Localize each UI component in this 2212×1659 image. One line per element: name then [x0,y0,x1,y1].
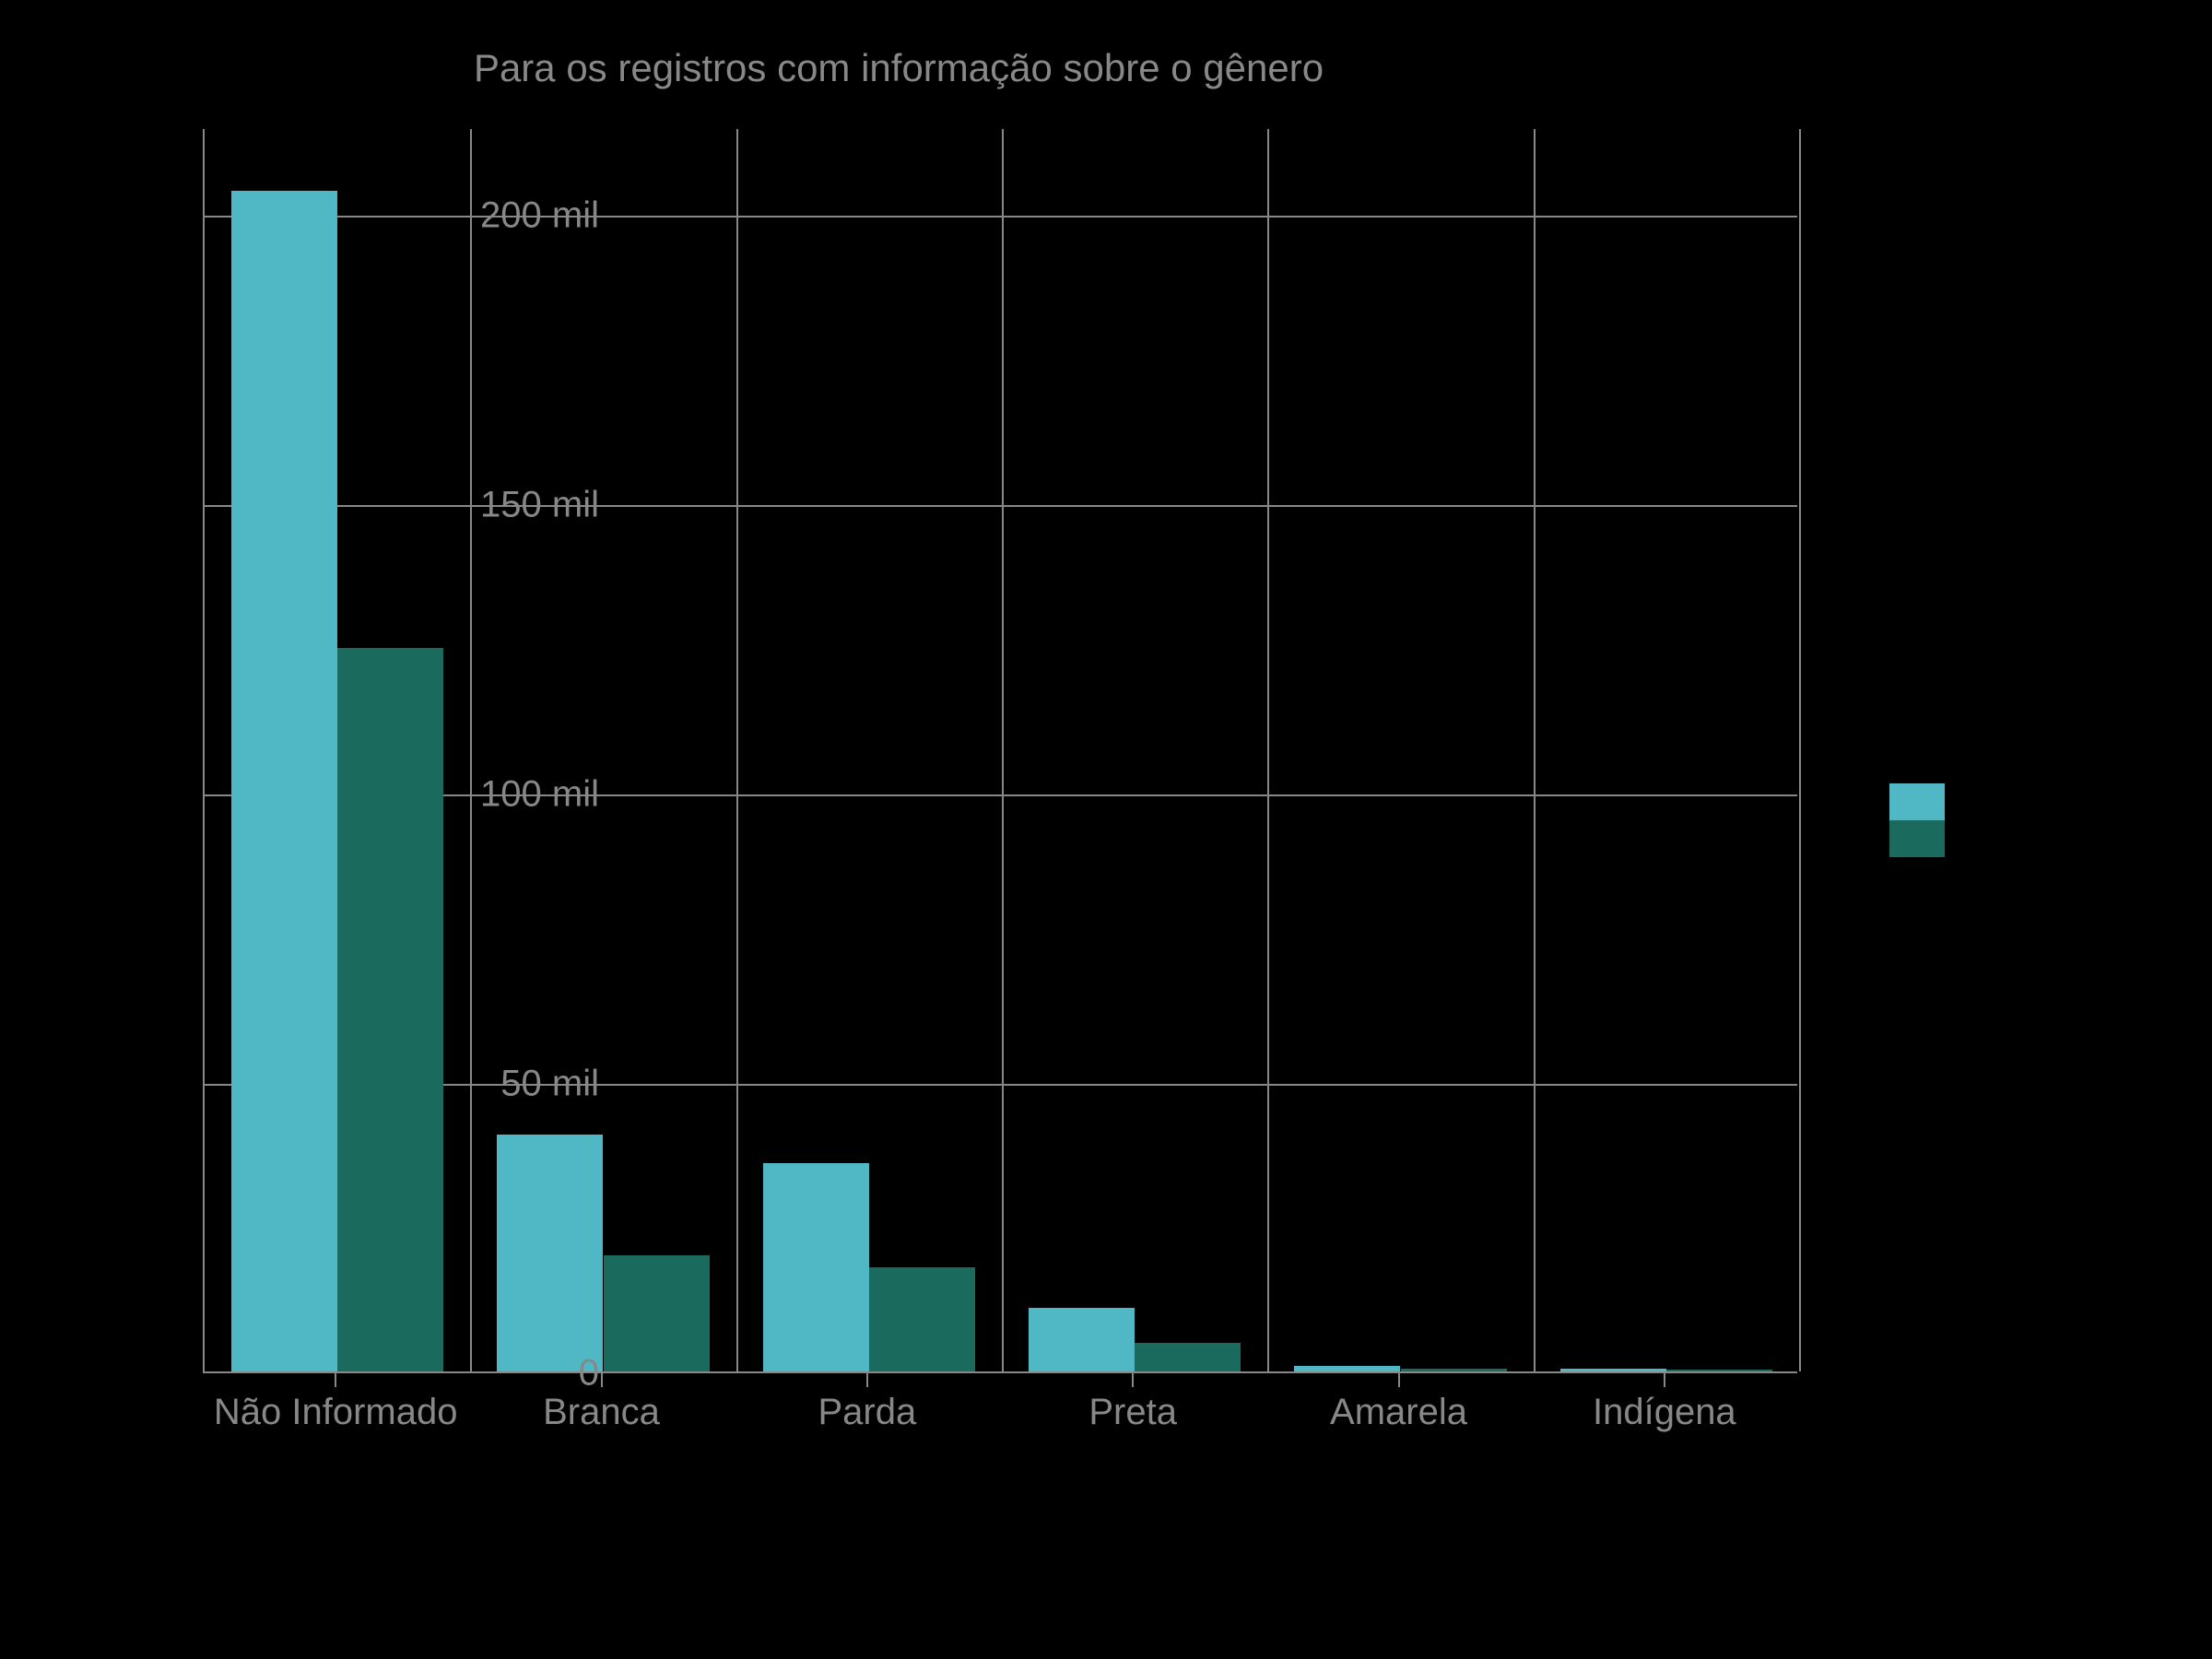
grid-line-vertical [1267,129,1269,1371]
bar [869,1267,975,1371]
grid-line-vertical [1002,129,1004,1371]
x-axis-tick-mark [1664,1373,1665,1387]
bar [497,1135,603,1371]
bar [337,648,443,1371]
x-axis-tick-mark [1132,1373,1134,1387]
bar [1294,1366,1400,1371]
x-axis-tick-label: Não Informado [214,1392,458,1433]
grid-line-horizontal [205,505,1797,507]
legend [1889,783,1945,857]
grid-line-vertical [1534,129,1535,1371]
legend-swatch [1889,820,1945,857]
grid-line-horizontal [205,216,1797,218]
bar [1401,1369,1507,1371]
x-axis-tick-label: Preta [1088,1392,1177,1433]
x-axis-tick-mark [1398,1373,1400,1387]
x-axis-tick-label: Indígena [1593,1392,1736,1433]
chart-container: Para os registros com informação sobre o… [0,0,2212,1659]
y-axis-tick-label: 150 mil [480,485,599,526]
y-axis-tick-label: 50 mil [500,1064,599,1105]
y-axis-tick-label: 100 mil [480,774,599,816]
x-axis-tick-mark [601,1373,603,1387]
bar [604,1255,710,1371]
x-axis-tick-mark [335,1373,336,1387]
bar [1135,1343,1241,1371]
legend-swatch [1889,783,1945,820]
bar [231,191,337,1371]
x-axis-tick-label: Parda [818,1392,916,1433]
bar [1560,1369,1666,1371]
x-axis-tick-label: Branca [543,1392,660,1433]
grid-line-vertical [470,129,472,1371]
chart-title: Para os registros com informação sobre o… [0,46,1797,90]
grid-line-vertical [736,129,738,1371]
plot-area [203,129,1797,1373]
grid-line-vertical [1799,129,1801,1371]
bar [1029,1308,1135,1371]
x-axis-tick-label: Amarela [1330,1392,1467,1433]
bar [1666,1370,1772,1371]
y-axis-tick-label: 0 [579,1353,599,1394]
bar [763,1163,869,1371]
y-axis-tick-label: 200 mil [480,195,599,237]
x-axis-tick-mark [866,1373,868,1387]
